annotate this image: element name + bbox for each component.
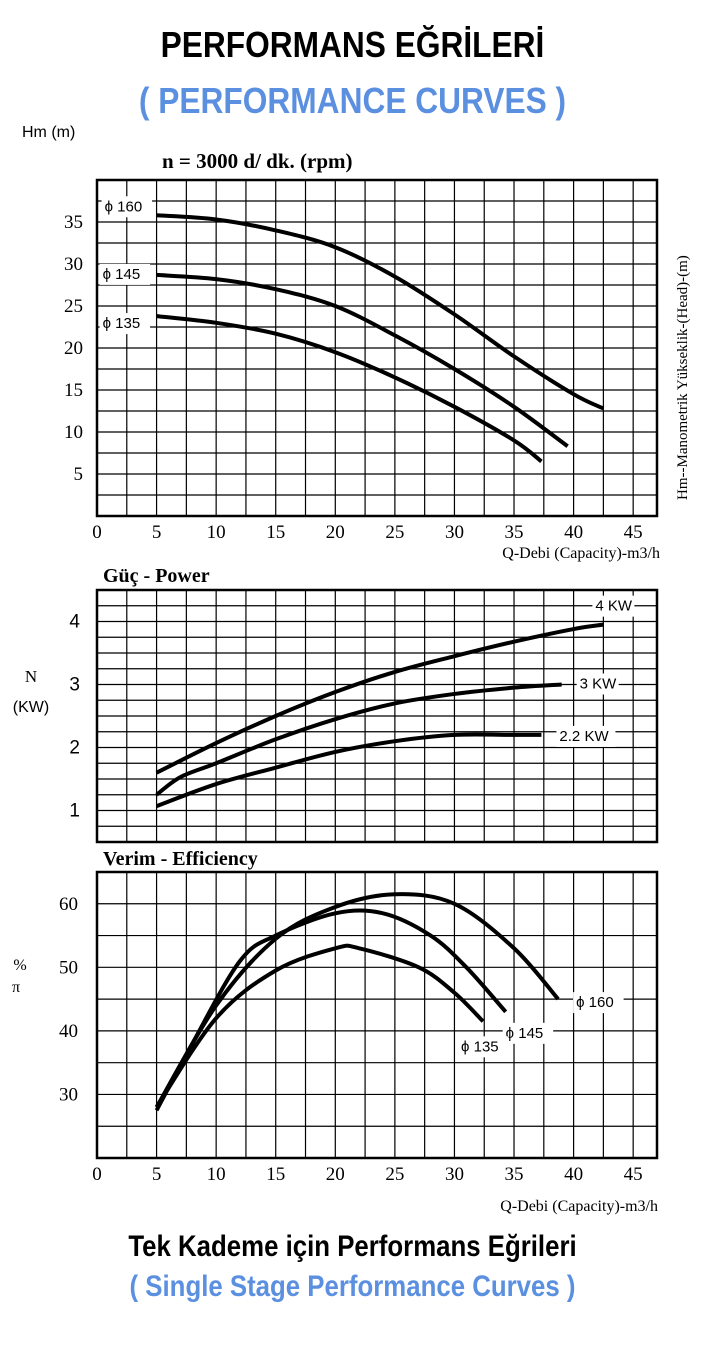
x-tick-label: 20: [326, 1164, 345, 1185]
x-tick-label: 0: [92, 522, 102, 543]
series-line: [154, 908, 508, 1112]
y-tick-label: 30: [64, 254, 83, 275]
y-tick-label: 5: [74, 464, 84, 485]
series-line: [154, 943, 485, 1109]
main-title: PERFORMANS EĞRİLERİ: [160, 24, 545, 65]
x-tick-label: 35: [505, 522, 524, 543]
series-label-bg: [101, 196, 153, 218]
series-label: ϕ 135: [103, 315, 141, 332]
y-tick-label: 15: [64, 380, 83, 401]
x-tick-label: 5: [152, 522, 162, 543]
x-tick-label: 25: [385, 1164, 404, 1185]
series-label: 2.2 KW: [559, 728, 609, 745]
series-line: [156, 272, 569, 448]
power-axis-label-n: N: [25, 667, 37, 686]
head-axis-label: Hm (m): [22, 124, 75, 141]
y-tick-label: 30: [59, 1084, 78, 1105]
footer-subtitle: ( Single Stage Performance Curves ): [129, 1270, 576, 1303]
series-label: ϕ 160: [576, 994, 614, 1011]
series-label-bg: [576, 673, 619, 695]
series-label-bg: [556, 725, 616, 747]
series-line: [156, 314, 543, 463]
x-tick-label: 45: [624, 1164, 643, 1185]
plot-frame: [95, 178, 659, 518]
y-tick-label: 40: [59, 1021, 78, 1042]
x-tick-label: 10: [207, 1164, 226, 1185]
capacity-axis-label-top: Q-Debi (Capacity)-m3/h: [502, 545, 660, 562]
series-label-bg: [458, 1036, 509, 1058]
x-tick-label: 45: [624, 522, 643, 543]
y-tick-label: 10: [64, 422, 83, 443]
footer-title: Tek Kademe için Performans Eğrileri: [128, 1230, 577, 1263]
x-tick-label: 0: [92, 1164, 102, 1185]
y-tick-label: 35: [64, 212, 83, 233]
y-tick-label: 3: [69, 675, 80, 696]
speed-title: n = 3000 d/ dk. (rpm): [162, 149, 353, 173]
y-tick-label: 60: [59, 894, 78, 915]
y-tick-label: 25: [64, 296, 83, 317]
x-tick-label: 40: [564, 1164, 583, 1185]
series-label: 3 KW: [580, 676, 618, 693]
series-label: ϕ 145: [506, 1025, 544, 1042]
series-label: ϕ 160: [105, 198, 143, 215]
efficiency-axis-label-pct: %: [13, 957, 26, 974]
series-line: [155, 732, 542, 808]
series-line: [155, 682, 562, 797]
chart-1: 5 10 15 20 25 30 35 0 5 10 15 20 25 30 35 40 45 ϕ 160 ϕ 14…: [64, 178, 659, 543]
x-tick-label: 30: [445, 522, 464, 543]
series-label-bg: [99, 263, 151, 285]
series-label: ϕ 135: [461, 1038, 499, 1055]
x-tick-label: 30: [445, 1164, 464, 1185]
series-label-bg: [99, 313, 151, 335]
plot-frame: [95, 588, 659, 844]
efficiency-axis-label-pi: π: [12, 979, 20, 996]
capacity-axis-label-bottom: Q-Debi (Capacity)-m3/h: [500, 1198, 658, 1215]
x-tick-label: 15: [266, 1164, 285, 1185]
x-tick-label: 40: [564, 522, 583, 543]
power-title: Güç - Power: [103, 565, 210, 587]
series-label-bg: [573, 992, 624, 1014]
x-tick-label: 15: [266, 522, 285, 543]
x-tick-label: 5: [152, 1164, 162, 1185]
series-line: [156, 213, 605, 411]
series-label-bg: [502, 1022, 554, 1044]
x-tick-label: 10: [207, 522, 226, 543]
power-axis-label-kw: (KW): [13, 699, 49, 716]
series-label: 4 KW: [595, 598, 633, 615]
series-label-bg: [592, 595, 635, 617]
chart-3: 30 40 50 60 0 5 10 15 20 25 30 35 40 45 ϕ 160 ϕ 145 ϕ 13…: [59, 870, 659, 1185]
chart-2: 1 2 3 4 4 KW 3 KW 2.2 KW: [69, 588, 659, 844]
efficiency-title: Verim - Efficiency: [103, 848, 258, 870]
y-tick-label: 20: [64, 338, 83, 359]
y-tick-label: 4: [69, 612, 80, 633]
x-tick-label: 35: [505, 1164, 524, 1185]
series-line: [155, 622, 604, 775]
x-tick-label: 25: [385, 522, 404, 543]
x-tick-label: 20: [326, 522, 345, 543]
series-line: [154, 892, 560, 1109]
main-subtitle: ( PERFORMANCE CURVES ): [138, 80, 567, 121]
y-tick-label: 50: [59, 957, 78, 978]
plot-frame: [95, 870, 659, 1160]
y-tick-label: 2: [69, 738, 80, 759]
series-label: ϕ 145: [103, 266, 141, 283]
head-right-axis-label: Hm--Manometrik Yükseklik-(Head)-(m): [675, 255, 691, 500]
y-tick-label: 1: [69, 801, 80, 822]
